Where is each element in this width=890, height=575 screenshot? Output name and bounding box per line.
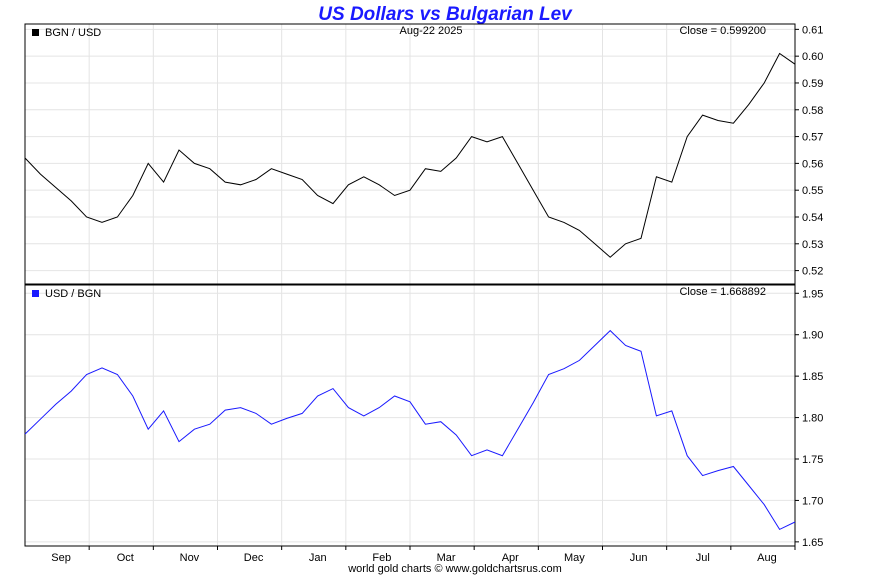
credit-text: world gold charts © www.goldchartsrus.co…: [347, 563, 562, 575]
close-label: Close = 1.668892: [679, 286, 766, 298]
legend-swatch: [32, 29, 39, 36]
date-label: Aug-22 2025: [400, 25, 463, 37]
y-tick-label: 0.52: [802, 266, 823, 278]
x-tick-label: Aug: [757, 552, 777, 564]
chart-title: US Dollars vs Bulgarian Lev: [318, 4, 573, 25]
legend-label: BGN / USD: [45, 27, 101, 39]
series-line: [24, 52, 796, 258]
x-tick-label: May: [564, 552, 585, 564]
y-tick-label: 0.61: [802, 24, 823, 36]
y-tick-label: 1.95: [802, 288, 823, 300]
y-tick-label: 0.60: [802, 51, 823, 63]
panel-1: 0.52 0.53 0.54 0.55 0.56 0.57 0.58 0.59 0.60 0.61…: [24, 23, 823, 285]
y-tick-label: 0.56: [802, 158, 823, 170]
legend-swatch: [32, 290, 39, 297]
y-tick-label: 0.55: [802, 185, 823, 197]
y-tick-label: 1.80: [802, 413, 823, 425]
y-tick-label: 1.90: [802, 330, 823, 342]
close-label: Close = 0.599200: [679, 25, 766, 37]
chart-panels: 0.52 0.53 0.54 0.55 0.56 0.57 0.58 0.59 0.60 0.61…: [24, 23, 823, 564]
panel-2: 1.65 1.70 1.75 1.80 1.85 1.90 1.95 USD / BGN Clo…: [24, 284, 823, 549]
x-tick-label: Dec: [244, 552, 264, 564]
y-tick-label: 0.57: [802, 132, 823, 144]
panel-frame: [24, 23, 796, 285]
x-tick-label: Mar: [437, 552, 456, 564]
y-tick-label: 1.65: [802, 537, 823, 549]
legend-label: USD / BGN: [45, 288, 101, 300]
y-tick-label: 0.54: [802, 212, 823, 224]
x-tick-label: Nov: [180, 552, 200, 564]
y-tick-label: 1.85: [802, 371, 823, 383]
y-tick-label: 1.70: [802, 495, 823, 507]
x-tick-label: Sep: [51, 552, 71, 564]
x-tick-label: Oct: [117, 552, 134, 564]
x-tick-label: Apr: [502, 552, 519, 564]
x-tick-label: Jul: [696, 552, 710, 564]
y-tick-label: 0.53: [802, 239, 823, 251]
x-tick-label: Jan: [309, 552, 327, 564]
y-tick-label: 1.75: [802, 454, 823, 466]
x-tick-label: Feb: [372, 552, 391, 564]
x-tick-label: Jun: [630, 552, 648, 564]
y-tick-label: 0.59: [802, 78, 823, 90]
y-tick-label: 0.58: [802, 105, 823, 117]
series-line: [24, 329, 796, 531]
